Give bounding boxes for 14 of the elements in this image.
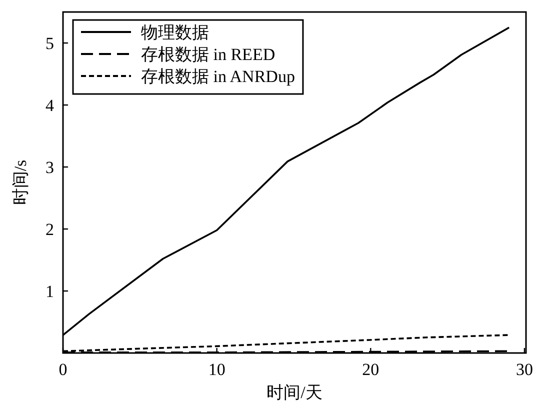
legend-label: 物理数据 bbox=[141, 23, 209, 42]
y-axis-title: 时间/s bbox=[11, 160, 30, 206]
legend-label: 存根数据 in REED bbox=[141, 45, 276, 64]
x-tick-label: 30 bbox=[516, 360, 533, 379]
y-tick-label: 1 bbox=[46, 282, 54, 301]
y-tick-label: 2 bbox=[46, 220, 54, 239]
y-tick-label: 3 bbox=[46, 158, 54, 177]
x-tick-label: 20 bbox=[362, 360, 380, 379]
x-tick-label: 10 bbox=[208, 360, 226, 379]
legend-label: 存根数据 in ANRDup bbox=[141, 67, 295, 86]
y-tick-label: 5 bbox=[46, 34, 54, 53]
y-tick-label: 4 bbox=[46, 96, 54, 115]
x-tick-label: 0 bbox=[58, 360, 68, 379]
x-axis-title: 时间/天 bbox=[266, 383, 322, 402]
